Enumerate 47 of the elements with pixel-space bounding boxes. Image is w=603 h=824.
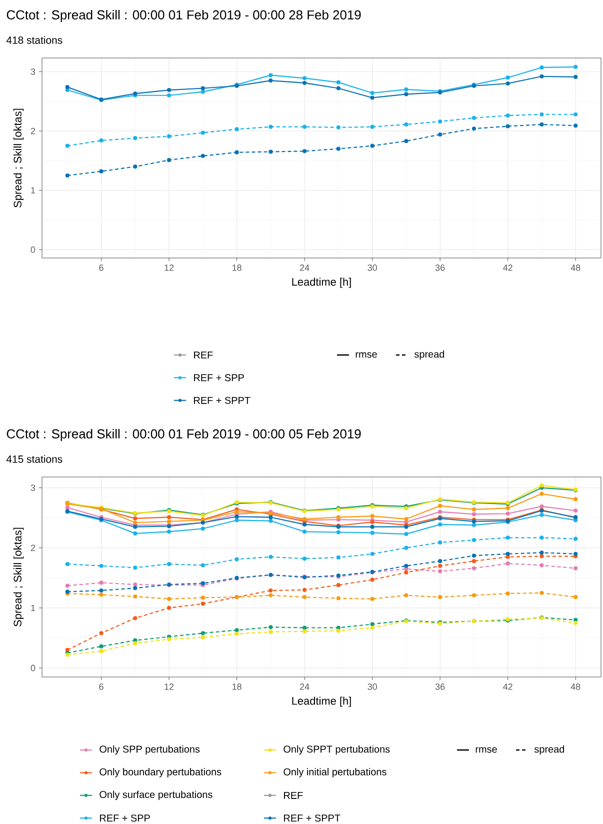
x-tick-label: 48 bbox=[570, 684, 580, 690]
y-tick-label: 3 bbox=[30, 68, 36, 75]
x-tick-label: 30 bbox=[368, 264, 377, 271]
x-tick-label: 36 bbox=[435, 264, 445, 271]
chart-title: CCtot : Spread Skill : 00:00 01 Feb 2019 - 00:00 28 Feb 2019 bbox=[6, 10, 361, 22]
legend-label: REF bbox=[284, 792, 303, 799]
x-tick-label: 48 bbox=[570, 264, 580, 271]
y-tick-label: 3 bbox=[30, 484, 36, 491]
legend-label: Only boundary pertubations bbox=[100, 768, 222, 778]
y-tick-label: 1 bbox=[31, 604, 36, 612]
x-tick-label: 12 bbox=[164, 684, 174, 690]
text: spread bbox=[414, 350, 444, 360]
y-tick-label: 2 bbox=[30, 544, 36, 551]
x-axis-title: Leadtime [h] bbox=[292, 696, 351, 707]
x-tick-label: 6 bbox=[99, 264, 104, 271]
x-tick-label: 42 bbox=[503, 264, 512, 271]
y-tick-label: 0 bbox=[30, 246, 36, 253]
y-tick-label: 2 bbox=[30, 128, 36, 134]
legend-label: REF + SPP bbox=[194, 374, 244, 382]
legend-label: REF + SPPT bbox=[194, 396, 250, 404]
x-tick-label: 18 bbox=[232, 264, 242, 271]
legend-label: REF + SPP bbox=[100, 814, 150, 822]
x-tick-label: 42 bbox=[503, 684, 512, 690]
x-tick-label: 6 bbox=[99, 684, 104, 690]
y-tick-label: 1 bbox=[31, 187, 36, 194]
y-axis-title: Spread ; Skill [oktas] bbox=[13, 528, 24, 626]
text: rmse bbox=[476, 747, 497, 753]
y-axis-title: Spread ; Skill [oktas] bbox=[13, 108, 24, 208]
y-tick-label: 0 bbox=[30, 664, 36, 672]
legend-label: REF bbox=[194, 352, 213, 358]
legend-label: Only surface pertubations bbox=[100, 790, 212, 800]
x-tick-label: 18 bbox=[232, 684, 242, 690]
legend-label: Only SPP pertubations bbox=[100, 745, 200, 755]
x-tick-label: 36 bbox=[435, 684, 445, 690]
x-tick-label: 12 bbox=[164, 264, 174, 271]
chart-title: CCtot : Spread Skill : 00:00 01 Feb 2019 - 00:00 05 Feb 2019 bbox=[6, 428, 361, 442]
legend-label: Only initial pertubations bbox=[284, 768, 386, 778]
legend-label: Only SPPT pertubations bbox=[284, 745, 390, 755]
legend-label: REF + SPPT bbox=[284, 814, 340, 822]
x-tick-label: 24 bbox=[300, 684, 310, 690]
text: rmse bbox=[356, 352, 377, 358]
chart-subtitle: 415 stations bbox=[6, 455, 62, 463]
text: spread bbox=[534, 745, 564, 755]
x-axis-title: Leadtime [h] bbox=[292, 278, 351, 288]
x-tick-label: 30 bbox=[368, 684, 377, 690]
x-tick-label: 24 bbox=[300, 264, 310, 271]
chart-subtitle: 418 stations bbox=[6, 36, 62, 44]
